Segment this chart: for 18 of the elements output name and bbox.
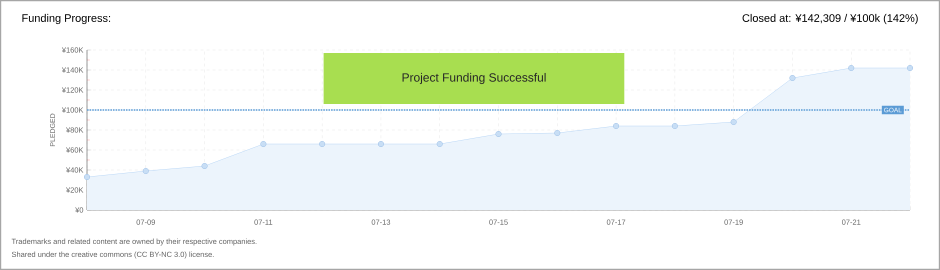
point [730,119,737,125]
chart-subtitle: Closed at: ¥142,309 / ¥100k (142%) [742,14,918,24]
point [613,123,620,129]
point [789,75,796,81]
point [554,130,560,136]
point [378,141,384,147]
point [202,163,208,169]
point [319,141,326,147]
point [260,141,266,147]
point [907,65,914,71]
point [672,123,678,129]
annotation: Project Funding Successful [402,72,546,84]
point [436,141,443,147]
point [848,65,854,71]
point [84,174,90,180]
point [496,131,502,137]
point [142,168,149,174]
chart-title: Funding Progress: [22,14,110,24]
